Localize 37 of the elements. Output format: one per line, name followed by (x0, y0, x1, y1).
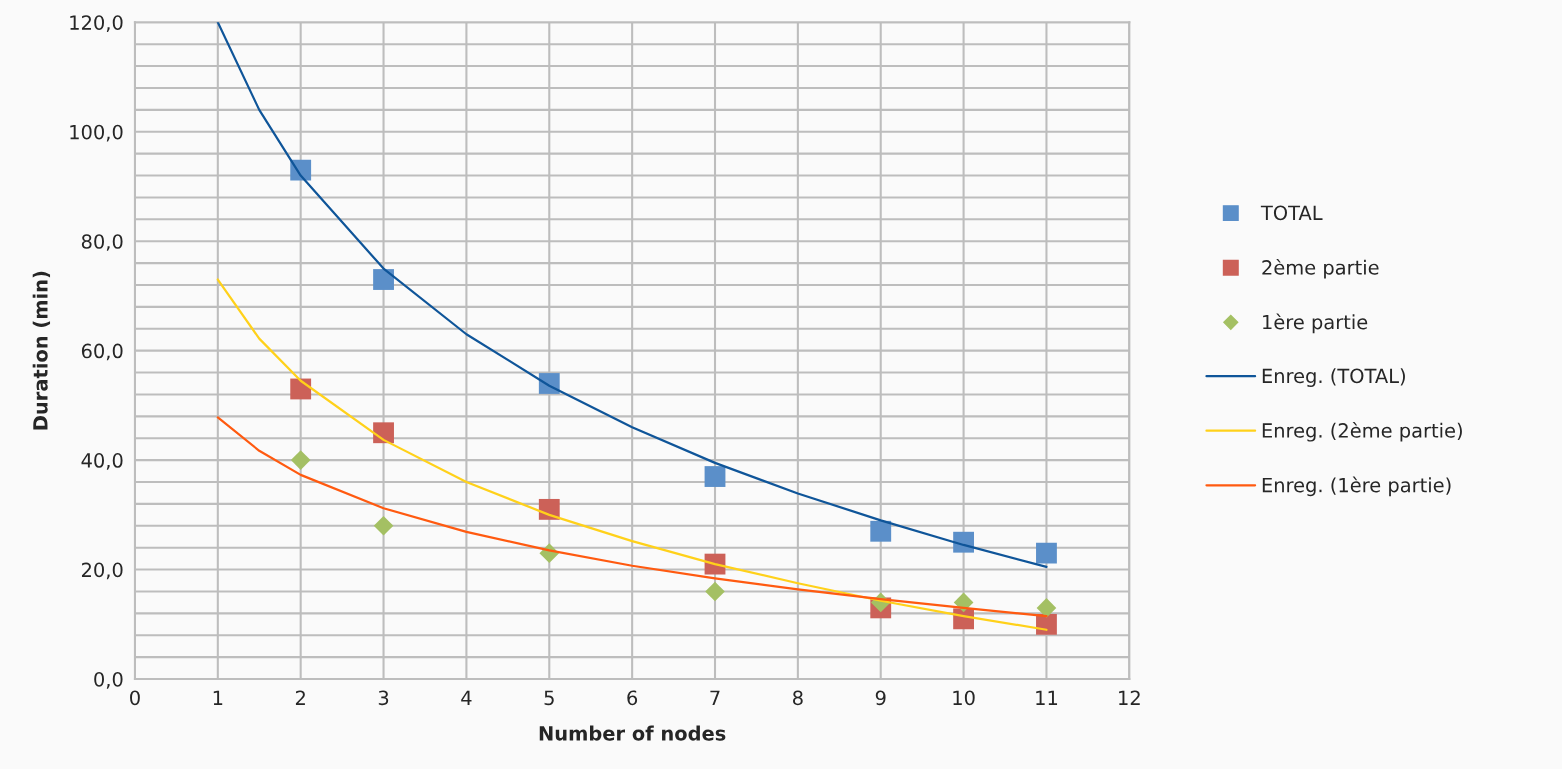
y-tick-label: 40,0 (81, 453, 123, 470)
y-tick-label: 100,0 (70, 124, 123, 142)
legend-label: TOTAL (1260, 205, 1323, 221)
x-tick-label: 4 (461, 690, 472, 705)
legend-label: 1ère partie (1263, 313, 1368, 334)
legend-label: Enreg. (2ème partie) (1262, 421, 1462, 442)
x-tick-label: 12 (1119, 690, 1140, 705)
x-axis-title: Number of nodes (539, 725, 726, 741)
legend-label: Enreg. (1ère partie) (1262, 476, 1451, 497)
x-tick-label: 10 (953, 690, 975, 706)
x-tick-label: 11 (1036, 690, 1058, 705)
y-axis-title: Duration (min) (32, 271, 51, 430)
y-tick-label: 120,0 (70, 15, 123, 32)
point (373, 515, 394, 536)
legend-label: Enreg. (TOTAL) (1262, 368, 1405, 387)
x-tick-label: 0 (130, 690, 140, 706)
legend-label: 2ème partie (1262, 258, 1379, 279)
point (373, 269, 394, 290)
x-tick-label: 7 (710, 690, 720, 705)
point (1036, 598, 1057, 618)
x-tick-label: 1 (213, 690, 223, 705)
x-tick-label: 8 (793, 690, 803, 706)
x-tick-label: 5 (544, 690, 554, 706)
y-tick-label: 0,0 (94, 671, 123, 689)
point (705, 581, 725, 602)
point (870, 520, 892, 542)
x-tick-label: 6 (627, 690, 638, 706)
x-tick-label: 2 (295, 690, 305, 705)
y-tick-label: 60,0 (81, 343, 123, 361)
y-tick-label: 80,0 (81, 234, 123, 251)
x-tick-label: 9 (875, 690, 886, 706)
line-series (216, 22, 1048, 568)
x-tick-label: 3 (378, 690, 389, 706)
y-tick-label: 20,0 (81, 562, 123, 580)
point (290, 450, 311, 470)
point (1036, 542, 1057, 564)
point (704, 466, 726, 487)
